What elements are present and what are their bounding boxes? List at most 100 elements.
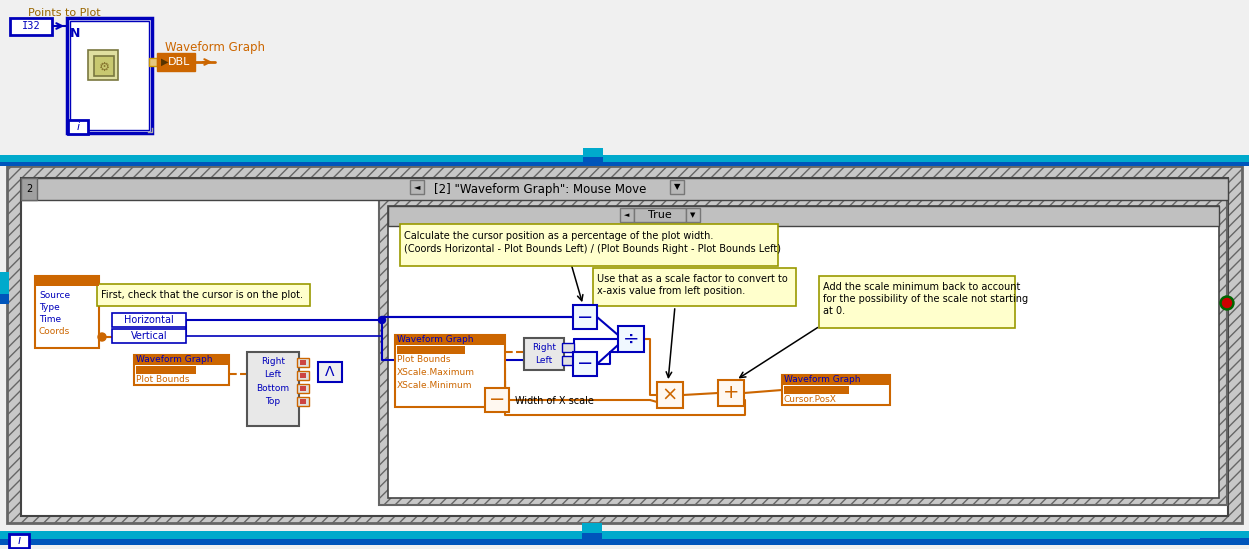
Bar [70,21,149,130]
Circle shape [378,317,386,323]
Text: Type: Type [39,303,60,312]
Text: XScale.Maximum: XScale.Maximum [397,368,475,377]
Text: Waveform Graph: Waveform Graph [397,335,473,344]
Text: Horizontal: Horizontal [124,315,174,325]
Bar [395,335,505,407]
Bar [67,120,87,134]
Bar [593,268,796,306]
Bar [620,208,634,222]
Bar [686,208,699,222]
Bar [582,533,602,541]
Bar [134,355,229,365]
Bar [782,375,891,405]
Bar [0,162,1249,166]
Bar [784,386,849,394]
Text: Points to Plot: Points to Plot [27,8,101,18]
Bar [136,366,196,374]
Bar [247,352,299,426]
Bar [583,148,603,157]
Bar [21,178,1228,516]
Text: DBL: DBL [169,57,190,67]
Bar [378,197,1227,505]
Bar [582,523,602,533]
Text: for the possibility of the scale not starting: for the possibility of the scale not sta… [823,294,1028,304]
Bar [7,166,1242,523]
Text: Add the scale minimum back to account: Add the scale minimum back to account [823,282,1020,292]
Text: ▶: ▶ [161,57,169,67]
Bar [94,56,114,76]
Text: Plot Bounds: Plot Bounds [397,355,451,364]
Text: ◄: ◄ [624,212,629,218]
Bar [112,313,186,327]
Text: I32: I32 [21,21,40,31]
Bar [573,352,597,376]
Bar [35,276,99,348]
Text: Coords: Coords [39,327,70,336]
Text: Right: Right [532,343,556,352]
Text: −: − [488,390,505,410]
Circle shape [97,333,106,341]
Circle shape [1223,299,1232,307]
Text: i: i [17,535,21,547]
Text: ▼: ▼ [673,182,681,192]
Bar [87,50,117,80]
Text: (Coords Horizontal - Plot Bounds Left) / (Plot Bounds Right - Plot Bounds Left): (Coords Horizontal - Plot Bounds Left) /… [403,244,781,254]
Bar [562,356,575,365]
Bar [1200,538,1249,545]
Text: −: − [577,355,593,373]
Text: ◄: ◄ [413,182,420,192]
Bar [21,178,37,200]
Text: i: i [76,122,80,132]
Text: Plot Bounds: Plot Bounds [136,375,190,384]
Text: ▼: ▼ [691,212,696,218]
Bar [9,534,29,548]
Bar [388,206,1219,226]
Text: Left: Left [265,370,281,379]
Bar [149,58,157,66]
Bar [318,362,342,382]
Bar [485,388,510,412]
Text: Cursor.PosX: Cursor.PosX [784,395,837,404]
Text: Width of X scale: Width of X scale [515,396,593,406]
Text: ⚙: ⚙ [99,60,110,74]
Bar [657,382,683,408]
Bar [0,531,1249,539]
Bar [297,358,309,367]
Bar [0,539,1249,545]
Bar [157,53,195,71]
Bar [300,386,306,391]
Text: Waveform Graph: Waveform Graph [136,355,212,364]
Bar [669,180,684,194]
Bar [634,208,686,222]
Bar [573,305,597,329]
Text: Λ: Λ [325,365,335,379]
Text: Waveform Graph: Waveform Graph [165,41,265,54]
Text: ×: × [662,385,678,405]
Bar [10,18,52,35]
Text: Calculate the cursor position as a percentage of the plot width.: Calculate the cursor position as a perce… [403,231,713,241]
Bar [525,338,565,370]
Bar [388,206,1219,498]
Text: First, check that the cursor is on the plot.: First, check that the cursor is on the p… [101,290,304,300]
Bar [400,224,778,266]
Bar [618,326,644,352]
Text: Vertical: Vertical [131,331,167,341]
Text: Top: Top [266,397,281,406]
Bar [397,346,465,354]
Bar [718,380,744,406]
Text: Use that as a scale factor to convert to: Use that as a scale factor to convert to [597,274,788,284]
Text: Time: Time [39,315,61,324]
Text: N: N [70,27,80,40]
Text: Right: Right [261,357,285,366]
Bar [300,360,306,365]
Circle shape [1220,296,1234,310]
Bar [300,399,306,404]
Bar [0,272,9,294]
Text: Bottom: Bottom [256,384,290,393]
Text: −: − [577,307,593,327]
Text: Waveform Graph: Waveform Graph [784,375,861,384]
Text: 2: 2 [26,184,32,194]
Bar [562,343,575,352]
Bar [410,180,423,194]
Bar [112,329,186,343]
